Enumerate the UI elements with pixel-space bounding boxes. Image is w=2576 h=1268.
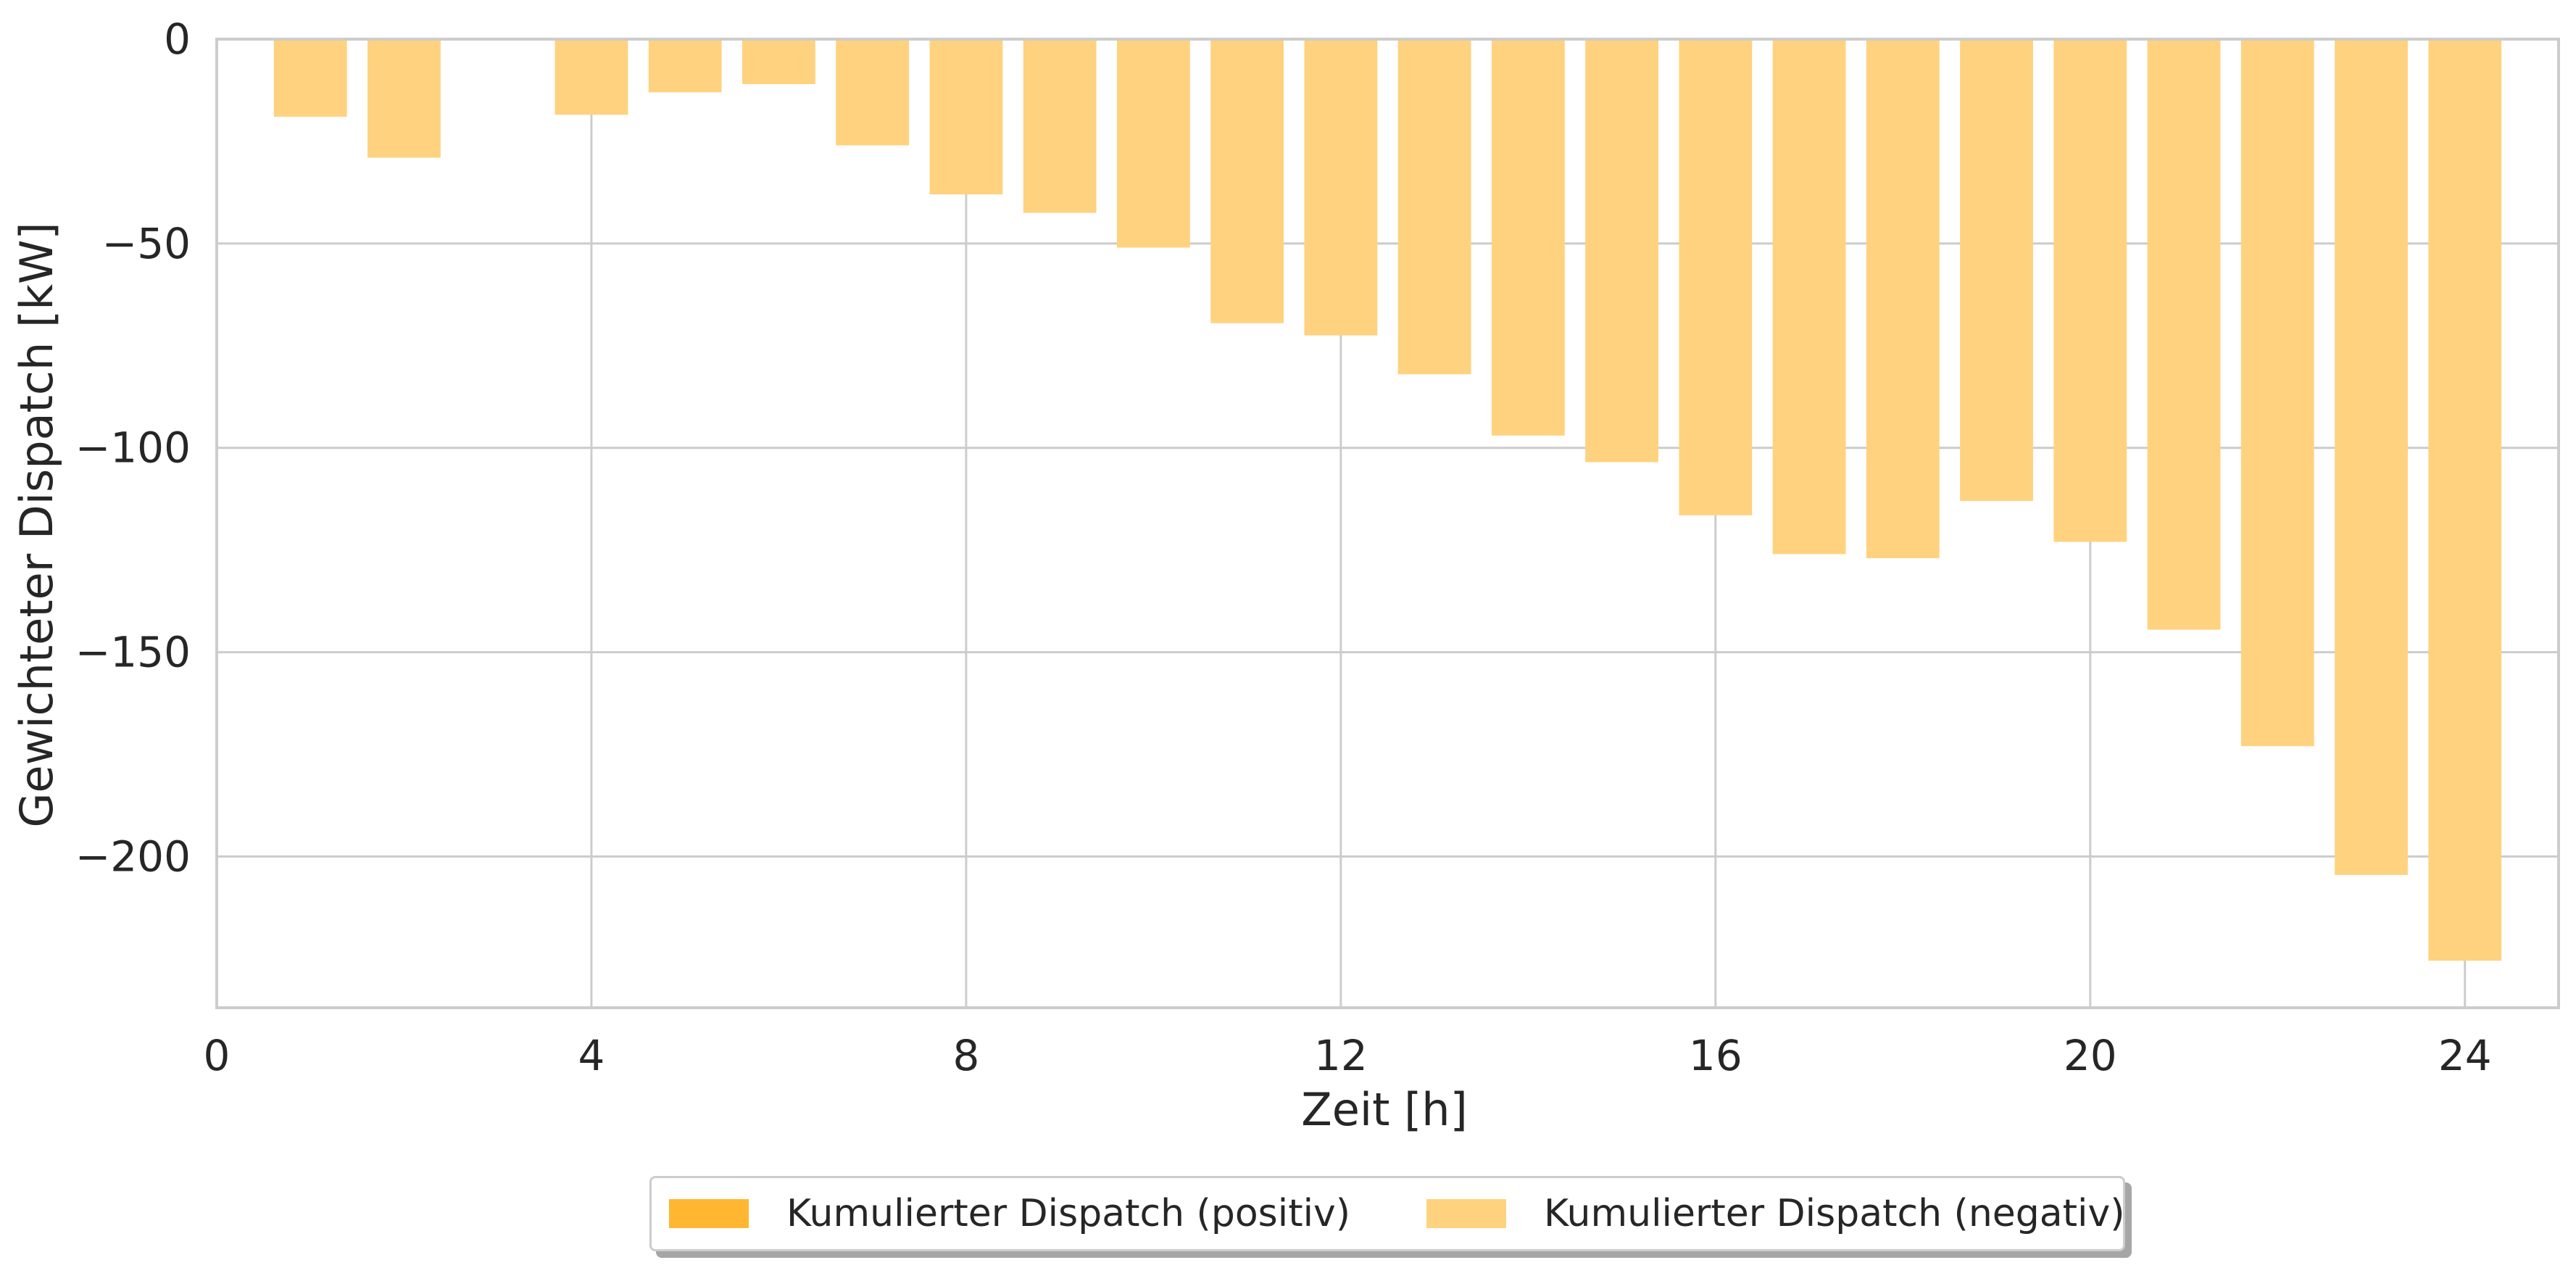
bar-negative-21 xyxy=(2147,39,2221,630)
x-tick-label: 24 xyxy=(2438,1031,2492,1080)
y-axis-label: Gewichteter Dispatch [kW] xyxy=(10,222,63,827)
bar-negative-7 xyxy=(836,39,910,146)
bar-negative-9 xyxy=(1023,39,1097,213)
axes-frame xyxy=(215,38,2560,1009)
legend: Kumulierter Dispatch (positiv) Kumuliert… xyxy=(649,1176,2125,1251)
x-tick-label: 4 xyxy=(578,1031,605,1080)
bar-negative-19 xyxy=(1960,39,2033,501)
bar-negative-20 xyxy=(2053,39,2127,542)
bar-negative-14 xyxy=(1491,39,1565,436)
bar-negative-16 xyxy=(1679,39,1753,515)
bar-negative-11 xyxy=(1210,39,1284,323)
y-tick-label: −50 xyxy=(102,219,191,268)
bar-negative-12 xyxy=(1304,39,1378,336)
legend-label-negative: Kumulierter Dispatch (negativ) xyxy=(1544,1192,2125,1235)
bar-negative-13 xyxy=(1397,39,1471,375)
bar-negative-15 xyxy=(1585,39,1659,463)
legend-swatch-negative xyxy=(1426,1199,1506,1228)
x-tick-label: 0 xyxy=(204,1031,230,1080)
legend-item-negative: Kumulierter Dispatch (negativ) xyxy=(1426,1178,2125,1249)
y-tick-label: −100 xyxy=(75,423,191,473)
bar-negative-23 xyxy=(2335,39,2408,875)
legend-swatch-positive xyxy=(669,1199,749,1228)
x-tick-label: 20 xyxy=(2064,1031,2117,1080)
bar-negative-18 xyxy=(1866,39,1940,558)
x-tick-label: 16 xyxy=(1689,1031,1742,1080)
legend-label-positive: Kumulierter Dispatch (positiv) xyxy=(786,1192,1351,1235)
bar-negative-10 xyxy=(1116,39,1190,248)
y-tick-label: −150 xyxy=(75,628,191,677)
plot-frame xyxy=(215,38,2560,1009)
bars xyxy=(273,39,2502,961)
bar-negative-1 xyxy=(273,39,347,117)
bar-negative-22 xyxy=(2240,39,2314,747)
bar-negative-6 xyxy=(742,39,815,85)
bar-negative-8 xyxy=(929,39,1003,195)
bar-negative-2 xyxy=(367,39,441,158)
x-axis-label: Zeit [h] xyxy=(1301,1083,1468,1136)
x-tick-label: 8 xyxy=(952,1031,979,1080)
tick-labels: 0 4 8 12 16 20 24 0 −50 −100 −150 −200 xyxy=(75,14,2492,1080)
bar-negative-4 xyxy=(554,39,628,115)
x-tick-label: 12 xyxy=(1314,1031,1368,1080)
y-tick-label: 0 xyxy=(164,14,191,64)
bar-negative-17 xyxy=(1772,39,1846,555)
bar-negative-5 xyxy=(648,39,722,93)
y-tick-label: −200 xyxy=(75,832,191,881)
bar-negative-24 xyxy=(2428,39,2502,961)
legend-item-positive: Kumulierter Dispatch (positiv) xyxy=(669,1178,1350,1249)
